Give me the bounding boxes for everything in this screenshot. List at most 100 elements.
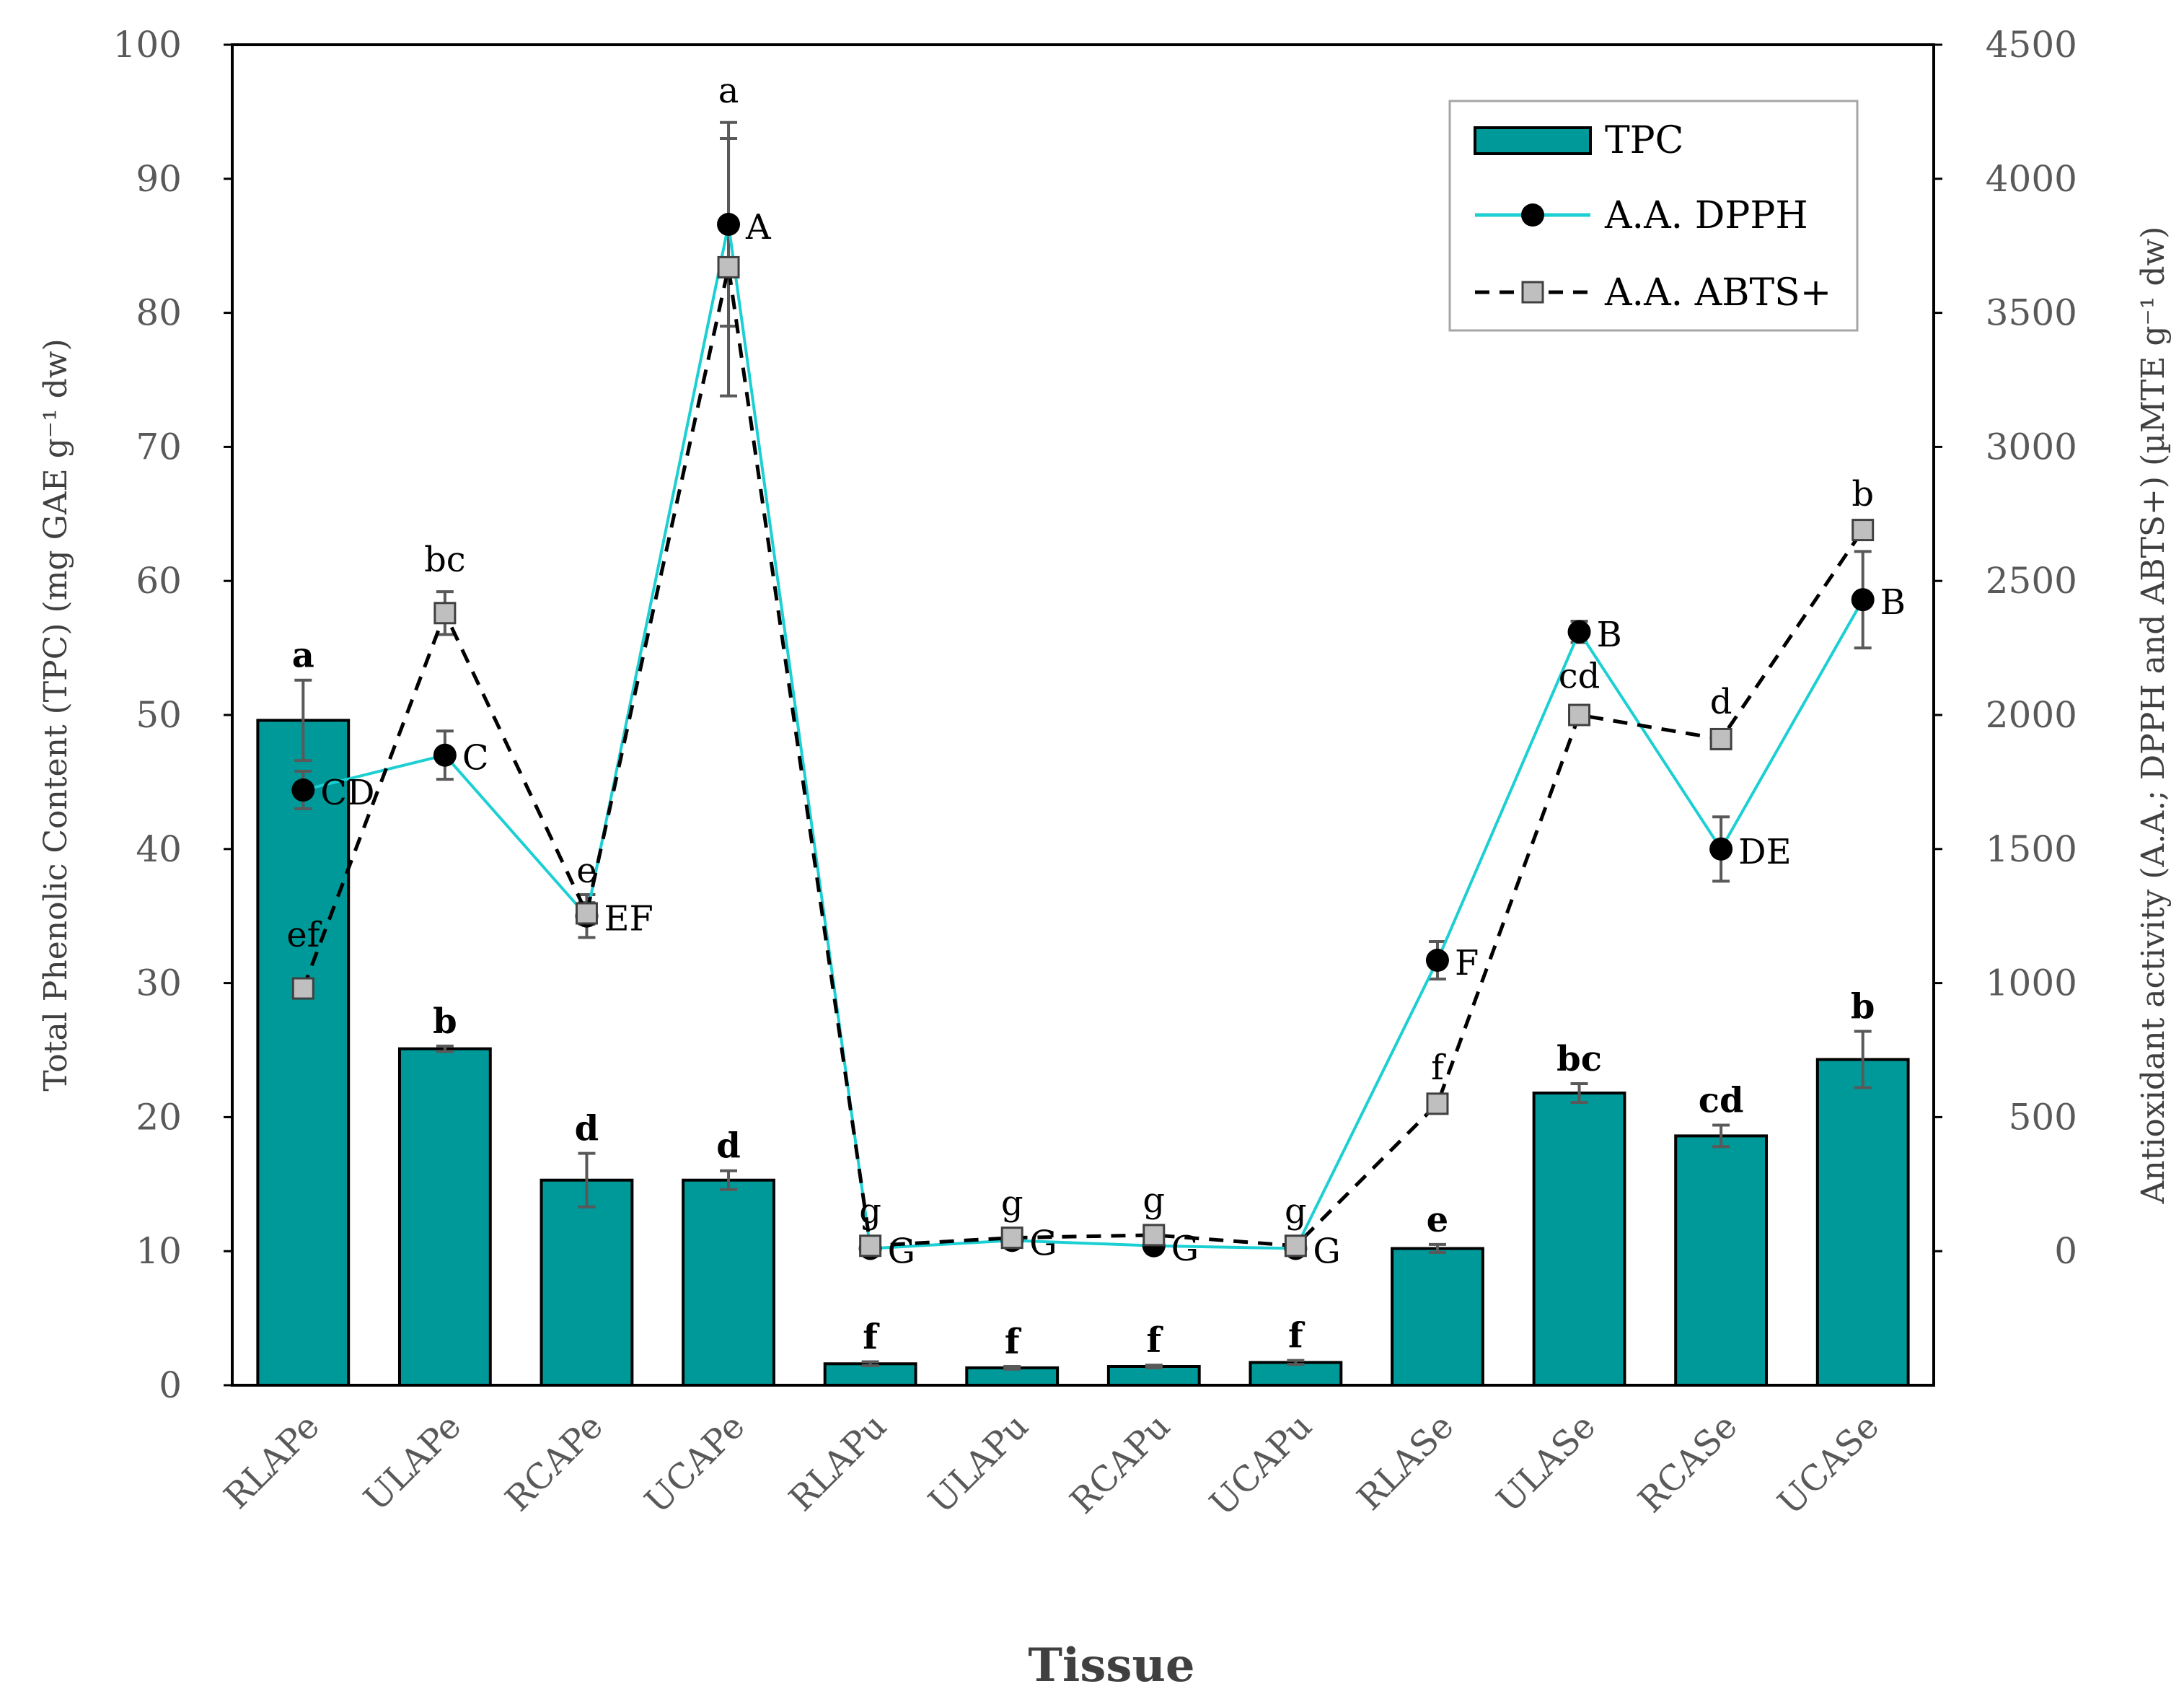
abts-point — [1142, 1224, 1166, 1247]
dpph-letter: G — [1313, 1231, 1340, 1271]
dpph-letter: G — [1029, 1223, 1057, 1263]
dpph-letter: G — [888, 1231, 915, 1271]
y-left-tick-label: 70 — [136, 426, 182, 468]
tpc-bar — [1815, 1058, 1910, 1387]
dpph-point — [1567, 620, 1591, 644]
tpc-bar — [1106, 1364, 1201, 1387]
tpc-bar — [1532, 1091, 1626, 1387]
tpc-letter: f — [863, 1317, 880, 1357]
x-category-label: UCAPu — [1202, 1406, 1319, 1524]
dpph-letter: CD — [320, 773, 374, 813]
dpph-point — [433, 743, 457, 767]
tpc-bar — [540, 1178, 634, 1387]
abts-letter: e — [576, 851, 596, 891]
legend-abts-label: A.A. ABTS+ — [1604, 271, 1831, 315]
abts-letter: g — [1285, 1191, 1307, 1232]
tpc-bar — [397, 1047, 492, 1387]
abts-point — [1709, 727, 1732, 750]
abts-point — [433, 602, 457, 625]
tpc-letter: d — [575, 1109, 599, 1149]
abts-point — [1000, 1227, 1023, 1250]
abts-point — [1284, 1234, 1307, 1258]
x-category-label: RCASe — [1631, 1406, 1745, 1521]
abts-point — [717, 255, 740, 278]
y-left-tick-label: 10 — [136, 1230, 182, 1272]
significance-letters: a b d d f f f f e bc cd b CD C EF A G G G G F B DE Bef bc e a g g g g f… — [286, 71, 1906, 1362]
tpc-letter: b — [1851, 986, 1875, 1027]
y-right-tick-label: 500 — [2009, 1096, 2077, 1138]
tpc-bar — [682, 1178, 775, 1387]
x-category-label: UCASe — [1770, 1406, 1887, 1523]
dpph-letter: B — [1880, 582, 1906, 623]
abts-letter: g — [1142, 1180, 1165, 1221]
dpph-point — [717, 212, 741, 236]
x-category-label: RLAPu — [781, 1406, 894, 1519]
x-category-label: RLASe — [1349, 1406, 1462, 1519]
tpc-bars — [256, 678, 1910, 1387]
dpph-point — [291, 778, 315, 802]
x-category-label: UCAPe — [637, 1406, 752, 1522]
x-category-label: RCAPe — [498, 1406, 611, 1519]
abts-letter: d — [1710, 682, 1732, 722]
dpph-letter: F — [1455, 943, 1479, 983]
y-left-tick-label: 50 — [136, 694, 182, 736]
legend-abts-marker — [1521, 281, 1544, 304]
dpph-letter: G — [1171, 1229, 1199, 1269]
x-axis-title: Tissue — [1028, 1638, 1194, 1693]
x-category-label: ULAPu — [921, 1406, 1036, 1522]
y-right-tick-label: 3500 — [1986, 292, 2077, 334]
abts-point — [1851, 519, 1875, 542]
tpc-letter: a — [292, 636, 314, 676]
y-left-tick-label: 20 — [136, 1096, 182, 1138]
tpc-letter: b — [433, 1001, 457, 1042]
y-right-tick-label: 4000 — [1986, 158, 2077, 200]
legend-tpc-swatch — [1474, 126, 1592, 155]
abts-letter: a — [718, 71, 739, 111]
dpph-point — [1709, 837, 1733, 861]
abts-point — [859, 1234, 882, 1258]
x-category-label: ULASe — [1489, 1406, 1603, 1521]
y-left-tick-label: 90 — [136, 158, 182, 200]
dpph-letter: A — [745, 207, 772, 247]
x-category-label: RLAPe — [216, 1406, 327, 1517]
abts-point — [291, 977, 314, 1000]
tpc-letter: bc — [1556, 1039, 1602, 1079]
abts-letter: g — [859, 1191, 881, 1232]
dpph-letter: DE — [1738, 832, 1792, 872]
dpph-letter: C — [462, 738, 489, 778]
y-right-tick-label: 0 — [2054, 1230, 2077, 1272]
tpc-bar — [1391, 1247, 1484, 1387]
abts-letter: f — [1431, 1048, 1446, 1088]
legend-tpc-label: TPC — [1605, 119, 1683, 162]
y-right-tick-label: 3000 — [1986, 426, 2077, 468]
y-right-tick-label: 2000 — [1986, 694, 2077, 736]
dpph-line — [302, 224, 1864, 1250]
y-right-tick-label: 2500 — [1986, 560, 2077, 602]
abts-letter: ef — [286, 915, 322, 955]
y-left-tick-label: 100 — [113, 24, 182, 66]
abts-letter: cd — [1559, 657, 1600, 697]
abts-point — [1426, 1092, 1449, 1115]
y-right-tick-label: 1000 — [1986, 962, 2077, 1004]
abts-point — [1568, 703, 1591, 727]
tpc-letter: cd — [1699, 1081, 1744, 1121]
legend-dpph-marker — [1521, 203, 1544, 227]
abts-point — [575, 902, 598, 925]
tpc-letter: f — [1005, 1322, 1022, 1362]
tpc-letter: f — [1146, 1320, 1163, 1361]
tpc-bar — [256, 719, 351, 1387]
abts-letter: bc — [424, 540, 466, 580]
tpc-letter: f — [1288, 1316, 1305, 1356]
dpph-point — [1851, 588, 1875, 612]
activity-lines — [291, 120, 1875, 1260]
y-left-tick-label: 80 — [136, 292, 182, 334]
legend: TPC A.A. DPPH A.A. ABTS+ — [1448, 100, 1859, 332]
y-left-tick-label: 30 — [136, 962, 182, 1004]
dpph-point — [1425, 949, 1449, 973]
y-left-tick-label: 40 — [136, 828, 182, 870]
y-left-axis-title: Total Phenolic Content (TPC) (mg GAE g⁻¹… — [38, 338, 74, 1091]
tpc-letter: e — [1427, 1200, 1449, 1240]
x-category-label: ULAPe — [356, 1406, 470, 1519]
